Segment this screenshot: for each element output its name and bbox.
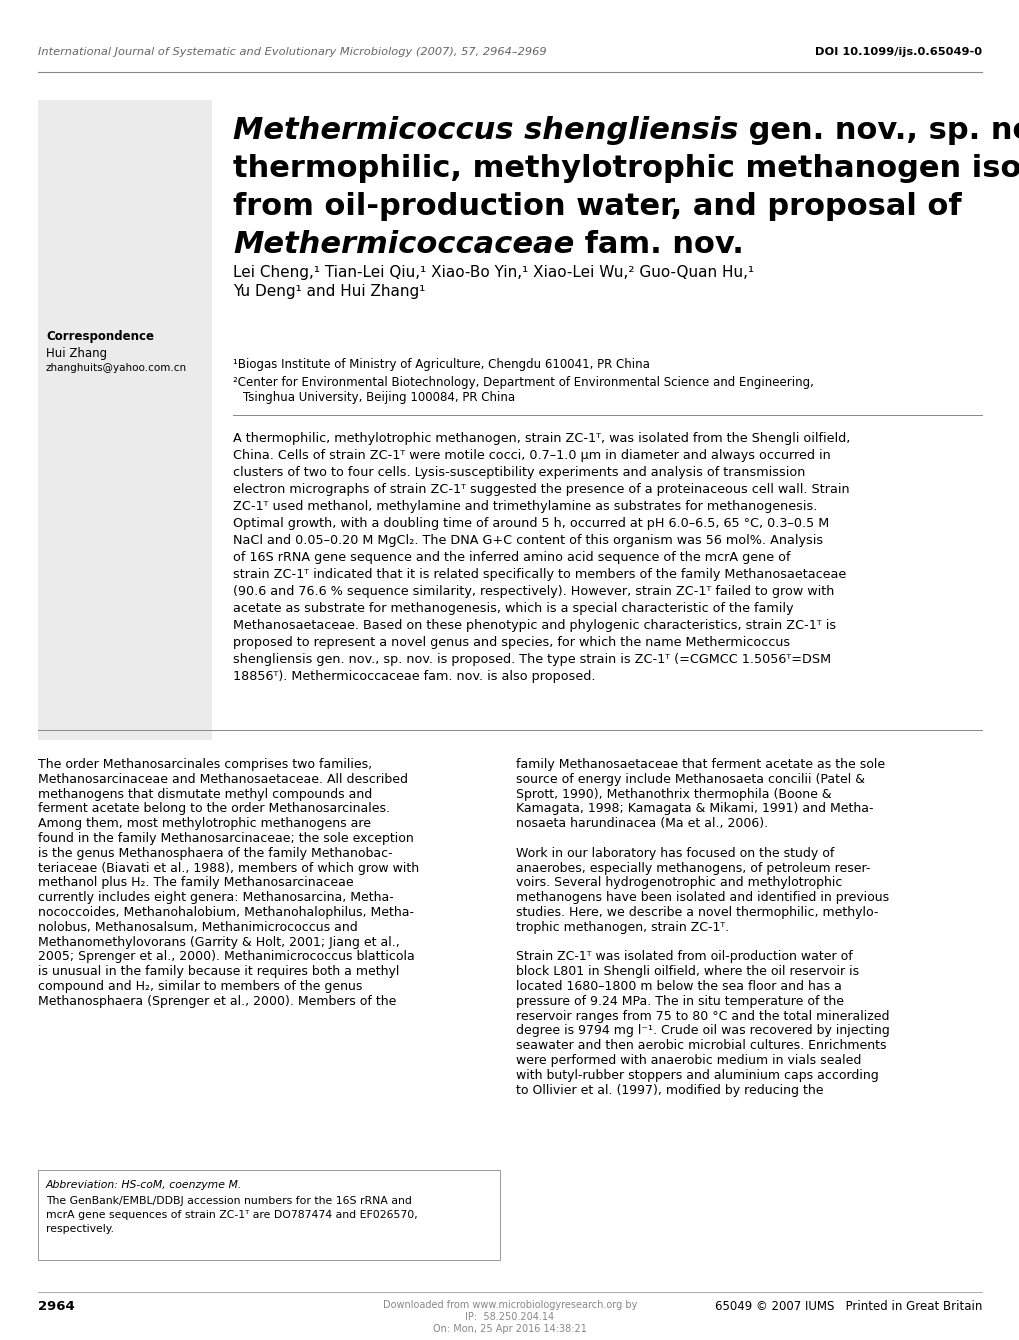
- Text: Among them, most methylotrophic methanogens are: Among them, most methylotrophic methanog…: [38, 817, 371, 831]
- Text: nococcoides, Methanohalobium, Methanohalophilus, Metha-: nococcoides, Methanohalobium, Methanohal…: [38, 906, 414, 919]
- Text: Methanosaetaceae. Based on these phenotypic and phylogenic characteristics, stra: Methanosaetaceae. Based on these phenoty…: [232, 619, 836, 632]
- Text: compound and H₂, similar to members of the genus: compound and H₂, similar to members of t…: [38, 980, 362, 993]
- Text: thermophilic, methylotrophic methanogen isolated: thermophilic, methylotrophic methanogen …: [232, 154, 1019, 184]
- Text: Work in our laboratory has focused on the study of: Work in our laboratory has focused on th…: [516, 847, 834, 860]
- Text: China. Cells of strain ZC-1ᵀ were motile cocci, 0.7–1.0 μm in diameter and alway: China. Cells of strain ZC-1ᵀ were motile…: [232, 449, 829, 462]
- Text: studies. Here, we describe a novel thermophilic, methylo-: studies. Here, we describe a novel therm…: [516, 906, 877, 919]
- Text: nolobus, Methanosalsum, Methanimicrococcus and: nolobus, Methanosalsum, Methanimicrococc…: [38, 921, 358, 934]
- Text: NaCl and 0.05–0.20 M MgCl₂. The DNA G+C content of this organism was 56 mol%. An: NaCl and 0.05–0.20 M MgCl₂. The DNA G+C …: [232, 535, 822, 547]
- Text: Methanosarcinaceae and Methanosaetaceae. All described: Methanosarcinaceae and Methanosaetaceae.…: [38, 773, 408, 785]
- Bar: [38, 1170, 499, 1260]
- Text: voirs. Several hydrogenotrophic and methylotrophic: voirs. Several hydrogenotrophic and meth…: [516, 876, 842, 890]
- Text: ¹Biogas Institute of Ministry of Agriculture, Chengdu 610041, PR China: ¹Biogas Institute of Ministry of Agricul…: [232, 358, 649, 371]
- Text: Methanosphaera (Sprenger et al., 2000). Members of the: Methanosphaera (Sprenger et al., 2000). …: [38, 994, 396, 1008]
- Text: degree is 9794 mg l⁻¹. Crude oil was recovered by injecting: degree is 9794 mg l⁻¹. Crude oil was rec…: [516, 1024, 889, 1037]
- Text: The GenBank/EMBL/DDBJ accession numbers for the 16S rRNA and: The GenBank/EMBL/DDBJ accession numbers …: [46, 1197, 412, 1206]
- Text: mcrA gene sequences of strain ZC-1ᵀ are DO787474 and EF026570,: mcrA gene sequences of strain ZC-1ᵀ are …: [46, 1210, 418, 1219]
- Text: Correspondence: Correspondence: [46, 330, 154, 343]
- Text: A thermophilic, methylotrophic methanogen, strain ZC-1ᵀ, was isolated from the S: A thermophilic, methylotrophic methanoge…: [232, 431, 850, 445]
- Text: with butyl-rubber stoppers and aluminium caps according: with butyl-rubber stoppers and aluminium…: [516, 1069, 878, 1081]
- Text: were performed with anaerobic medium in vials sealed: were performed with anaerobic medium in …: [516, 1055, 860, 1067]
- Text: pressure of 9.24 MPa. The in situ temperature of the: pressure of 9.24 MPa. The in situ temper…: [516, 994, 843, 1008]
- Text: Optimal growth, with a doubling time of around 5 h, occurred at pH 6.0–6.5, 65 °: Optimal growth, with a doubling time of …: [232, 517, 828, 531]
- Text: shengliensis gen. nov., sp. nov. is proposed. The type strain is ZC-1ᵀ (=CGMCC 1: shengliensis gen. nov., sp. nov. is prop…: [232, 653, 830, 666]
- Text: gen. nov., sp. nov., a: gen. nov., sp. nov., a: [738, 117, 1019, 145]
- Text: currently includes eight genera: Methanosarcina, Metha-: currently includes eight genera: Methano…: [38, 891, 393, 904]
- Text: 2005; Sprenger et al., 2000). Methanimicrococcus blatticola: 2005; Sprenger et al., 2000). Methanimic…: [38, 950, 415, 963]
- Text: Methanomethylovorans (Garrity & Holt, 2001; Jiang et al.,: Methanomethylovorans (Garrity & Holt, 20…: [38, 935, 399, 949]
- Text: Yu Deng¹ and Hui Zhang¹: Yu Deng¹ and Hui Zhang¹: [232, 284, 425, 299]
- Text: fam. nov.: fam. nov.: [574, 230, 744, 259]
- Text: teriaceae (Biavati et al., 1988), members of which grow with: teriaceae (Biavati et al., 1988), member…: [38, 862, 419, 875]
- Text: located 1680–1800 m below the sea floor and has a: located 1680–1800 m below the sea floor …: [516, 980, 841, 993]
- Text: methanogens have been isolated and identified in previous: methanogens have been isolated and ident…: [516, 891, 889, 904]
- Text: International Journal of Systematic and Evolutionary Microbiology (2007), 57, 29: International Journal of Systematic and …: [38, 47, 546, 58]
- Text: Methermicoccaceae: Methermicoccaceae: [232, 230, 574, 259]
- Text: The order Methanosarcinales comprises two families,: The order Methanosarcinales comprises tw…: [38, 758, 372, 770]
- Text: On: Mon, 25 Apr 2016 14:38:21: On: Mon, 25 Apr 2016 14:38:21: [433, 1324, 586, 1335]
- Text: 18856ᵀ). Methermicoccaceae fam. nov. is also proposed.: 18856ᵀ). Methermicoccaceae fam. nov. is …: [232, 670, 595, 683]
- Text: acetate as substrate for methanogenesis, which is a special characteristic of th: acetate as substrate for methanogenesis,…: [232, 602, 793, 615]
- Text: proposed to represent a novel genus and species, for which the name Methermicocc: proposed to represent a novel genus and …: [232, 636, 790, 649]
- Text: Lei Cheng,¹ Tian-Lei Qiu,¹ Xiao-Bo Yin,¹ Xiao-Lei Wu,² Guo-Quan Hu,¹: Lei Cheng,¹ Tian-Lei Qiu,¹ Xiao-Bo Yin,¹…: [232, 265, 753, 280]
- Text: ZC-1ᵀ used methanol, methylamine and trimethylamine as substrates for methanogen: ZC-1ᵀ used methanol, methylamine and tri…: [232, 500, 816, 513]
- Text: nosaeta harundinacea (Ma et al., 2006).: nosaeta harundinacea (Ma et al., 2006).: [516, 817, 767, 831]
- Text: of 16S rRNA gene sequence and the inferred amino acid sequence of the mcrA gene : of 16S rRNA gene sequence and the inferr…: [232, 551, 790, 564]
- Text: Methermicoccus shengliensis: Methermicoccus shengliensis: [232, 117, 738, 145]
- Text: Hui Zhang: Hui Zhang: [46, 347, 107, 360]
- Text: methanol plus H₂. The family Methanosarcinaceae: methanol plus H₂. The family Methanosarc…: [38, 876, 354, 890]
- Text: from oil-production water, and proposal of: from oil-production water, and proposal …: [232, 192, 961, 221]
- Text: to Ollivier et al. (1997), modified by reducing the: to Ollivier et al. (1997), modified by r…: [516, 1084, 822, 1096]
- Text: source of energy include Methanosaeta concilii (Patel &: source of energy include Methanosaeta co…: [516, 773, 864, 785]
- Text: ferment acetate belong to the order Methanosarcinales.: ferment acetate belong to the order Meth…: [38, 803, 389, 816]
- Text: trophic methanogen, strain ZC-1ᵀ.: trophic methanogen, strain ZC-1ᵀ.: [516, 921, 729, 934]
- Text: family Methanosaetaceae that ferment acetate as the sole: family Methanosaetaceae that ferment ace…: [516, 758, 884, 770]
- Text: respectively.: respectively.: [46, 1223, 114, 1234]
- Text: anaerobes, especially methanogens, of petroleum reser-: anaerobes, especially methanogens, of pe…: [516, 862, 869, 875]
- Text: zhanghuits@yahoo.com.cn: zhanghuits@yahoo.com.cn: [46, 363, 186, 373]
- Text: ²Center for Environmental Biotechnology, Department of Environmental Science and: ²Center for Environmental Biotechnology,…: [232, 377, 813, 389]
- Text: clusters of two to four cells. Lysis-susceptibility experiments and analysis of : clusters of two to four cells. Lysis-sus…: [232, 466, 805, 478]
- Text: methanogens that dismutate methyl compounds and: methanogens that dismutate methyl compou…: [38, 788, 372, 800]
- Text: Tsinghua University, Beijing 100084, PR China: Tsinghua University, Beijing 100084, PR …: [243, 391, 515, 403]
- Text: Sprott, 1990), Methanothrix thermophila (Boone &: Sprott, 1990), Methanothrix thermophila …: [516, 788, 830, 800]
- Text: is the genus Methanosphaera of the family Methanobac-: is the genus Methanosphaera of the famil…: [38, 847, 392, 860]
- Text: IP:  58.250.204.14: IP: 58.250.204.14: [465, 1312, 554, 1323]
- Text: 2964: 2964: [38, 1300, 74, 1313]
- Text: reservoir ranges from 75 to 80 °C and the total mineralized: reservoir ranges from 75 to 80 °C and th…: [516, 1009, 889, 1022]
- Text: (90.6 and 76.6 % sequence similarity, respectively). However, strain ZC-1ᵀ faile: (90.6 and 76.6 % sequence similarity, re…: [232, 586, 834, 598]
- Bar: [38, 100, 212, 740]
- Text: block L801 in Shengli oilfield, where the oil reservoir is: block L801 in Shengli oilfield, where th…: [516, 965, 858, 978]
- Text: Strain ZC-1ᵀ was isolated from oil-production water of: Strain ZC-1ᵀ was isolated from oil-produ…: [516, 950, 852, 963]
- Text: electron micrographs of strain ZC-1ᵀ suggested the presence of a proteinaceous c: electron micrographs of strain ZC-1ᵀ sug…: [232, 482, 849, 496]
- Text: Abbreviation: HS-coM, coenzyme M.: Abbreviation: HS-coM, coenzyme M.: [46, 1181, 243, 1190]
- Text: Downloaded from www.microbiologyresearch.org by: Downloaded from www.microbiologyresearch…: [382, 1300, 637, 1311]
- Text: Kamagata, 1998; Kamagata & Mikami, 1991) and Metha-: Kamagata, 1998; Kamagata & Mikami, 1991)…: [516, 803, 872, 816]
- Text: seawater and then aerobic microbial cultures. Enrichments: seawater and then aerobic microbial cult…: [516, 1040, 886, 1052]
- Text: is unusual in the family because it requires both a methyl: is unusual in the family because it requ…: [38, 965, 399, 978]
- Text: strain ZC-1ᵀ indicated that it is related specifically to members of the family : strain ZC-1ᵀ indicated that it is relate…: [232, 568, 846, 582]
- Text: DOI 10.1099/ijs.0.65049-0: DOI 10.1099/ijs.0.65049-0: [814, 47, 981, 58]
- Text: found in the family Methanosarcinaceae; the sole exception: found in the family Methanosarcinaceae; …: [38, 832, 414, 846]
- Text: 65049 © 2007 IUMS   Printed in Great Britain: 65049 © 2007 IUMS Printed in Great Brita…: [714, 1300, 981, 1313]
